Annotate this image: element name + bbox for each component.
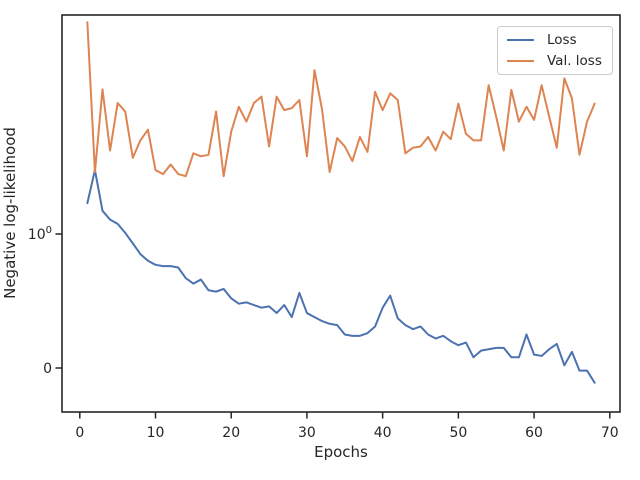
x-axis-label: Epochs: [314, 443, 368, 461]
loss-line: [86, 169, 596, 384]
x-tick-label: 20: [222, 425, 240, 441]
loss-line-swatch: [507, 38, 534, 41]
legend-item-val-loss: Val. loss: [498, 51, 612, 73]
legend-item-loss: Loss: [498, 29, 612, 51]
x-tick-label: 30: [298, 425, 316, 441]
x-tick-label: 40: [374, 425, 392, 441]
x-tick-label: 50: [449, 425, 467, 441]
legend-label-loss: Loss: [547, 31, 577, 48]
x-tick-label: 10: [147, 425, 165, 441]
val-loss-line-swatch: [507, 60, 534, 63]
x-tick-label: 70: [601, 425, 619, 441]
y-tick-label: 0: [43, 361, 52, 377]
x-tick-label: 0: [75, 425, 84, 441]
legend-label-val-loss: Val. loss: [547, 53, 602, 70]
axes-spines: [61, 14, 621, 413]
x-tick-label: 60: [525, 425, 543, 441]
y-tick-label: 100: [28, 225, 52, 243]
val-loss-line: [86, 21, 596, 178]
y-axis-label: Negative log-likelihood: [1, 127, 19, 299]
legend: Loss Val. loss: [497, 26, 613, 75]
